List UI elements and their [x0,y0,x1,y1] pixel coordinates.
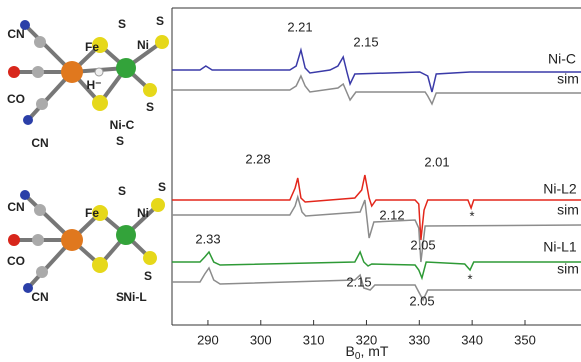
spectrum-line [172,268,581,300]
atom-label: H⁻ [87,78,102,92]
atom-label: CN [31,136,48,150]
structure-ni-c [8,20,169,125]
g-value-annotation: 2.15 [353,34,378,49]
spectrum-line [172,175,581,240]
g-value-annotation: 2.21 [287,19,312,34]
x-tick-label: 300 [250,332,272,347]
x-tick-label: 310 [303,332,325,347]
atom-label: Ni [137,206,149,220]
series-label: sim [557,71,579,87]
atom-label: S [158,180,166,194]
x-tick-label: 320 [356,332,378,347]
atom-label: CN [31,290,48,304]
atom-label: CO [7,254,25,268]
figure: B0, mT 290300310320330340350Ni-CsimNi-L2… [0,0,581,362]
series-label: sim [557,261,579,277]
atom-label: S [144,269,152,283]
g-value-annotation: 2.12 [379,207,404,222]
atom-label: CN [7,27,24,41]
atom-label: S [146,100,154,114]
atom-label: CO [7,92,25,106]
spectrum-line [172,252,581,278]
series-label: Ni-L2 [543,181,577,197]
spectrum-line [172,76,581,104]
x-label-main: B [346,343,355,359]
x-tick-label: 290 [197,332,219,347]
g-value-annotation: 2.33 [195,231,220,246]
atom-label: S [156,14,164,28]
atom-label: Fe [85,206,99,220]
structure-name: Ni-C [110,118,135,132]
g-value-annotation: * [469,208,474,223]
plot-frame [172,8,581,325]
structure-name: Ni-L [123,290,146,304]
g-value-annotation: 2.01 [424,154,449,169]
x-tick-label: 340 [461,332,483,347]
g-value-annotation: 2.05 [409,293,434,308]
series-label: Ni-L1 [543,239,577,255]
atom-label: S [118,184,126,198]
g-value-annotation: 2.15 [346,274,371,289]
g-value-annotation: 2.05 [410,237,435,252]
g-value-annotation: * [467,271,472,286]
atom-label: Ni [137,38,149,52]
atom-label: S [118,17,126,31]
x-tick-label: 350 [514,332,536,347]
series-label: Ni-C [548,51,576,67]
spectrum-line [172,197,581,262]
g-value-annotation: 2.28 [245,151,270,166]
atom-label: Fe [85,40,99,54]
atom-label: CN [7,200,24,214]
x-tick-label: 330 [408,332,430,347]
series-label: sim [557,202,579,218]
atom-label: S [116,134,124,148]
spectrum-line [172,50,581,92]
